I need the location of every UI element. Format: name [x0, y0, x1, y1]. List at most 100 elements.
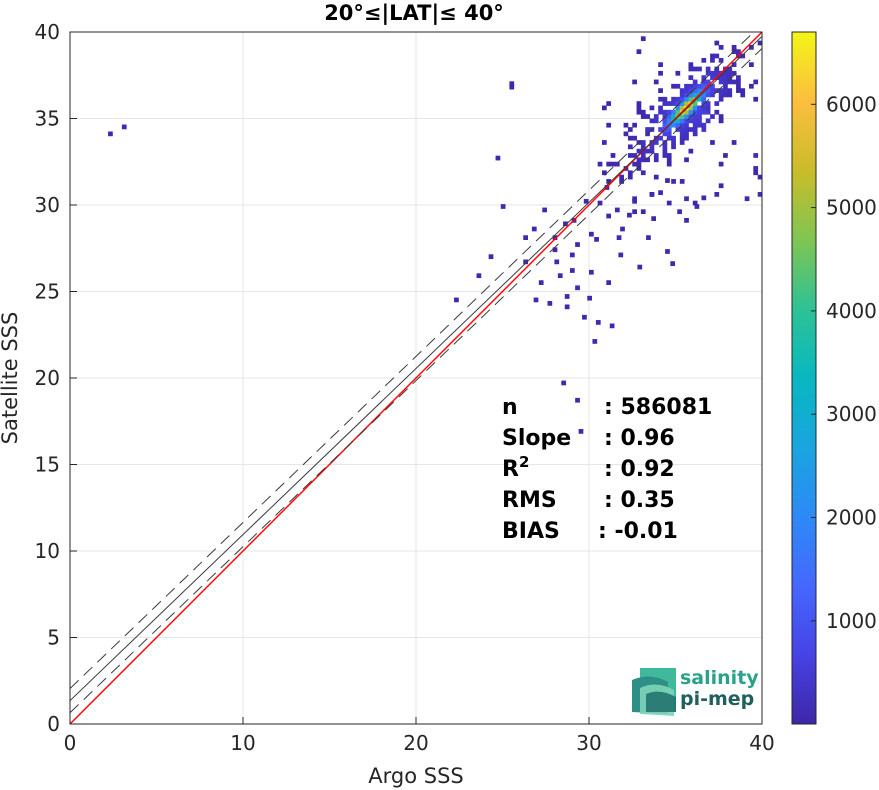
- outlier-cell: [677, 209, 682, 215]
- density-cell: [705, 118, 711, 124]
- outlier-cell: [583, 198, 589, 204]
- density-cell: [697, 122, 702, 128]
- colorbar-tick-label: 2000: [826, 506, 877, 530]
- density-cell: [688, 83, 694, 89]
- outlier-cell: [589, 231, 594, 237]
- density-cell: [723, 153, 728, 158]
- outlier-cell: [589, 269, 594, 275]
- density-cell: [688, 96, 694, 102]
- density-cell: [645, 127, 650, 132]
- colorbar-tick-label: 5000: [826, 196, 877, 220]
- density-cell: [666, 114, 672, 119]
- density-cell: [679, 131, 685, 137]
- density-cell: [662, 114, 668, 119]
- density-cell: [636, 166, 642, 171]
- stat-label: BIAS: [502, 519, 560, 544]
- density-cell: [688, 62, 694, 68]
- density-cell: [684, 131, 689, 137]
- density-cell: [662, 148, 668, 154]
- density-cell: [710, 114, 715, 119]
- density-cell: [701, 92, 707, 98]
- outlier-cell: [500, 204, 506, 209]
- density-cell: [679, 105, 685, 111]
- density-cell: [675, 105, 681, 111]
- density-cell: [688, 118, 694, 124]
- density-cell: [671, 122, 676, 128]
- x-tick-label: 10: [230, 731, 255, 755]
- density-cell: [627, 170, 633, 176]
- density-cell: [632, 135, 637, 141]
- outlier-cell: [575, 397, 580, 403]
- y-tick-label: 30: [35, 193, 60, 217]
- density-cell: [723, 83, 728, 89]
- density-cell: [692, 122, 698, 128]
- density-cell: [697, 66, 702, 72]
- density-cell: [701, 96, 707, 102]
- colorbar-tick-label: 1000: [826, 609, 877, 633]
- density-cell: [623, 131, 629, 137]
- outlier-cell: [547, 301, 553, 306]
- density-cell: [653, 157, 659, 163]
- density-cell: [662, 101, 668, 106]
- density-cell: [640, 114, 646, 119]
- x-tick-label: 20: [403, 731, 428, 755]
- density-cell: [697, 109, 702, 115]
- density-cell: [597, 200, 603, 206]
- colorbar-ticks: 1000 2000 3000 4000 5000 6000: [811, 92, 877, 633]
- density-cell: [710, 92, 715, 98]
- density-cell: [731, 79, 737, 85]
- regression-lines: [70, 32, 762, 724]
- density-cell: [701, 105, 707, 111]
- density-cell: [684, 196, 689, 202]
- density-cell: [692, 200, 698, 206]
- density-cell: [601, 170, 607, 176]
- density-cell: [684, 109, 689, 115]
- density-cell: [692, 83, 698, 89]
- density-cell: [653, 153, 659, 158]
- colorbar: [791, 31, 817, 725]
- density-cell: [688, 127, 694, 132]
- density-cell: [610, 161, 616, 167]
- line-fit-2-std: [70, 32, 755, 689]
- density-cell: [697, 96, 702, 102]
- density-cell: [705, 79, 711, 85]
- density-cell: [727, 88, 733, 93]
- density-cell: [710, 88, 715, 93]
- density-cell: [714, 192, 720, 197]
- density-cell: [727, 66, 733, 72]
- density-cell: [623, 122, 629, 128]
- density-cell: [627, 144, 633, 150]
- density-cell: [662, 96, 668, 102]
- density-cell: [757, 192, 762, 197]
- density-cell: [705, 66, 711, 72]
- outlier-cell: [554, 259, 560, 265]
- density-cell: [679, 114, 685, 119]
- density-cell: [692, 118, 698, 124]
- density-cell: [679, 135, 685, 141]
- density-cell: [632, 79, 637, 85]
- density-cell: [718, 96, 724, 102]
- density-cell: [636, 49, 642, 55]
- density-cell: [744, 196, 750, 202]
- density-cell: [675, 101, 681, 106]
- y-tick-label: 0: [47, 712, 60, 736]
- density-cell: [727, 70, 733, 76]
- density-cell: [718, 183, 724, 189]
- stat-label-text: R: [502, 457, 519, 482]
- outlier-cell: [557, 273, 563, 279]
- density-cell: [697, 88, 702, 93]
- stat-label: Slope: [502, 426, 571, 451]
- density-cell: [649, 118, 655, 124]
- density-cell: [692, 66, 698, 72]
- density-cell: [601, 105, 607, 111]
- density-cell: [619, 174, 624, 180]
- stat-value: : -0.01: [598, 519, 678, 544]
- density-cell: [640, 209, 646, 215]
- density-cell: [688, 88, 694, 93]
- density-cell: [671, 101, 676, 106]
- outlier-cell: [561, 380, 567, 386]
- density-cell: [714, 53, 720, 59]
- density-cell: [692, 114, 698, 119]
- density-cell: [679, 118, 685, 124]
